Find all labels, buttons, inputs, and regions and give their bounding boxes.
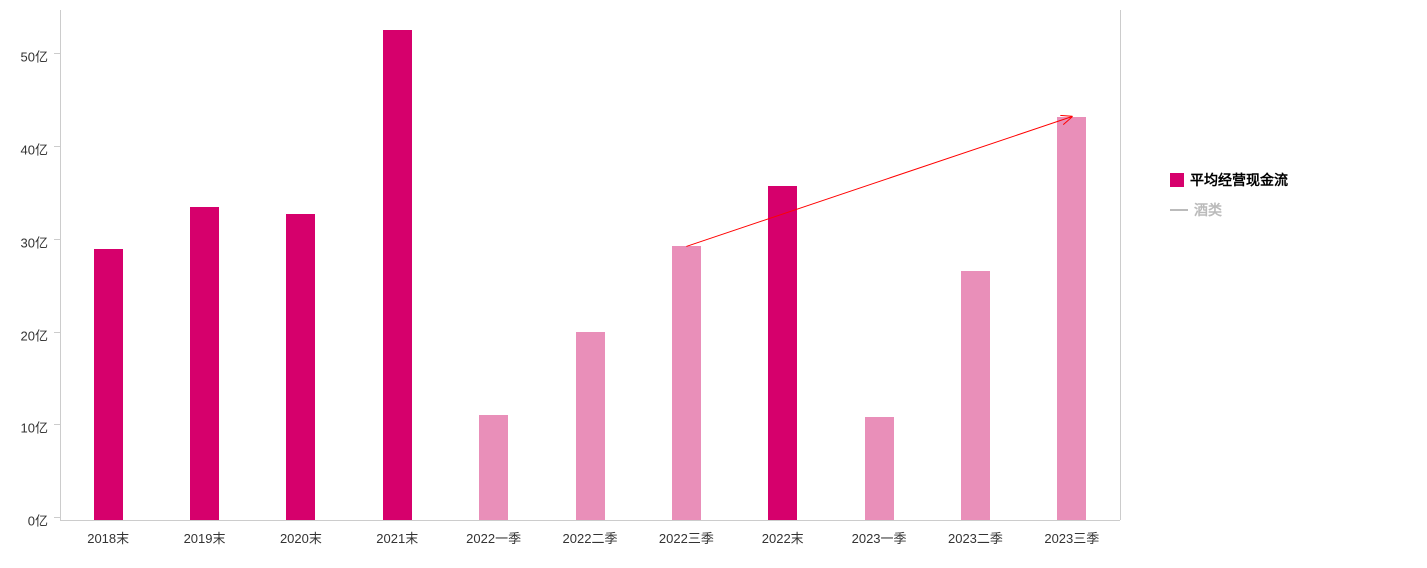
bar[interactable] [383,30,412,520]
legend-label: 平均经营现金流 [1190,170,1288,190]
bar[interactable] [865,417,894,520]
bar[interactable] [672,246,701,520]
bar[interactable] [94,249,123,520]
x-tick-label: 2020末 [280,528,322,547]
y-tick-label: 20亿 [0,325,48,344]
legend-swatch-line [1170,209,1188,211]
bar[interactable] [190,207,219,520]
y-tick [54,53,60,54]
x-tick-label: 2018末 [87,528,129,547]
bar[interactable] [479,415,508,520]
y-tick [54,239,60,240]
x-tick-label: 2023一季 [852,528,907,547]
x-tick-label: 2023三季 [1044,528,1099,547]
legend-item[interactable]: 平均经营现金流 [1170,170,1288,190]
y-tick [54,424,60,425]
x-tick-label: 2023二季 [948,528,1003,547]
bar[interactable] [286,214,315,520]
legend-swatch-square [1170,173,1184,187]
x-tick-label: 2019末 [184,528,226,547]
y-tick [54,146,60,147]
x-tick-label: 2022一季 [466,528,521,547]
legend-item[interactable]: 酒类 [1170,200,1288,220]
y-tick [54,517,60,518]
y-tick-label: 10亿 [0,418,48,437]
x-axis-line [60,520,1120,521]
x-tick-label: 2021末 [376,528,418,547]
y-tick-label: 50亿 [0,47,48,66]
legend-label: 酒类 [1194,200,1222,220]
y-tick-label: 0亿 [0,511,48,530]
bar[interactable] [961,271,990,520]
bar[interactable] [768,186,797,520]
x-tick-label: 2022三季 [659,528,714,547]
chart-container: 0亿 10亿 20亿 30亿 40亿 50亿 2018末 2019末 2020末 2021末 20… [0,0,1427,568]
y-tick [54,332,60,333]
y-axis-line [60,10,61,520]
legend: 平均经营现金流酒类 [1170,170,1288,230]
y-tick-label: 30亿 [0,232,48,251]
x-tick-label: 2022末 [762,528,804,547]
plot-right-border [1120,10,1121,520]
y-tick-label: 40亿 [0,140,48,159]
bar[interactable] [576,332,605,520]
x-tick-label: 2022二季 [563,528,618,547]
bar[interactable] [1057,117,1086,520]
